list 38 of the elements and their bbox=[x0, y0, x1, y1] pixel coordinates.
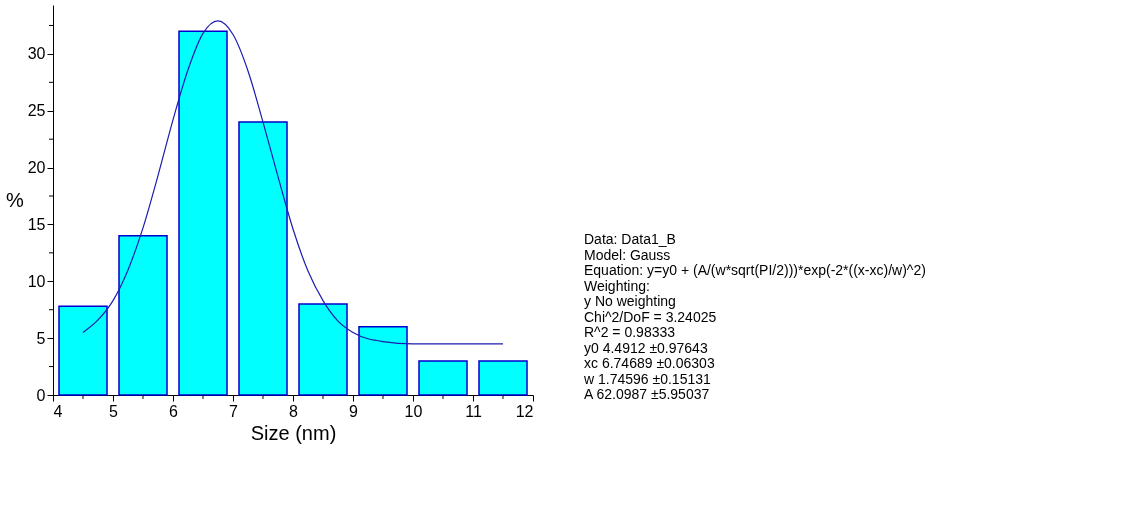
bar bbox=[478, 360, 528, 396]
bar bbox=[178, 30, 228, 396]
x-tick-label: 10 bbox=[404, 402, 423, 420]
y-tick-label: 30 bbox=[27, 45, 46, 63]
text: w 1.74596 ±0.15131 bbox=[583, 370, 711, 387]
text: y No weighting bbox=[584, 293, 676, 309]
bar bbox=[358, 326, 408, 396]
x-tick-label: 5 bbox=[109, 402, 119, 420]
x-tick-label: 7 bbox=[229, 402, 239, 420]
bar bbox=[418, 360, 468, 396]
y-tick-label: 15 bbox=[27, 215, 46, 233]
y-tick-label: 0 bbox=[36, 386, 46, 404]
text: A 62.0987 ±5.95037 bbox=[584, 386, 710, 402]
text: y0 4.4912 ±0.97643 bbox=[584, 339, 708, 356]
y-tick-label: 5 bbox=[36, 329, 46, 347]
bar bbox=[58, 305, 108, 396]
text: xc 6.74689 ±0.06303 bbox=[584, 355, 715, 371]
x-tick-label: 9 bbox=[349, 402, 359, 420]
bar bbox=[298, 303, 348, 396]
y-axis-title: % bbox=[5, 188, 24, 211]
text: Weighting: bbox=[584, 277, 650, 294]
text: R^2 = 0.98333 bbox=[584, 324, 676, 340]
line-series bbox=[82, 20, 504, 345]
y-tick-label: 25 bbox=[27, 102, 46, 120]
y-tick-label: 20 bbox=[27, 159, 46, 177]
text: Data: Data1_B bbox=[584, 231, 676, 247]
x-tick-label: 6 bbox=[169, 402, 179, 420]
y-tick-label: 10 bbox=[27, 272, 46, 290]
x-tick-label: 4 bbox=[53, 402, 63, 420]
x-tick-label: 8 bbox=[289, 402, 299, 420]
x-axis-title: Size (nm) bbox=[250, 421, 337, 444]
text: Equation: y=y0 + (A/(w*sqrt(PI/2)))*exp(-2*((x-xc)/w)^2) bbox=[584, 262, 926, 278]
x-tick-label: 12 bbox=[515, 402, 534, 420]
text: Model: Gauss bbox=[584, 246, 671, 263]
text: Chi^2/DoF = 3.24025 bbox=[584, 308, 717, 325]
bar bbox=[238, 121, 288, 396]
bar bbox=[118, 235, 168, 396]
x-tick-label: 11 bbox=[465, 402, 482, 420]
